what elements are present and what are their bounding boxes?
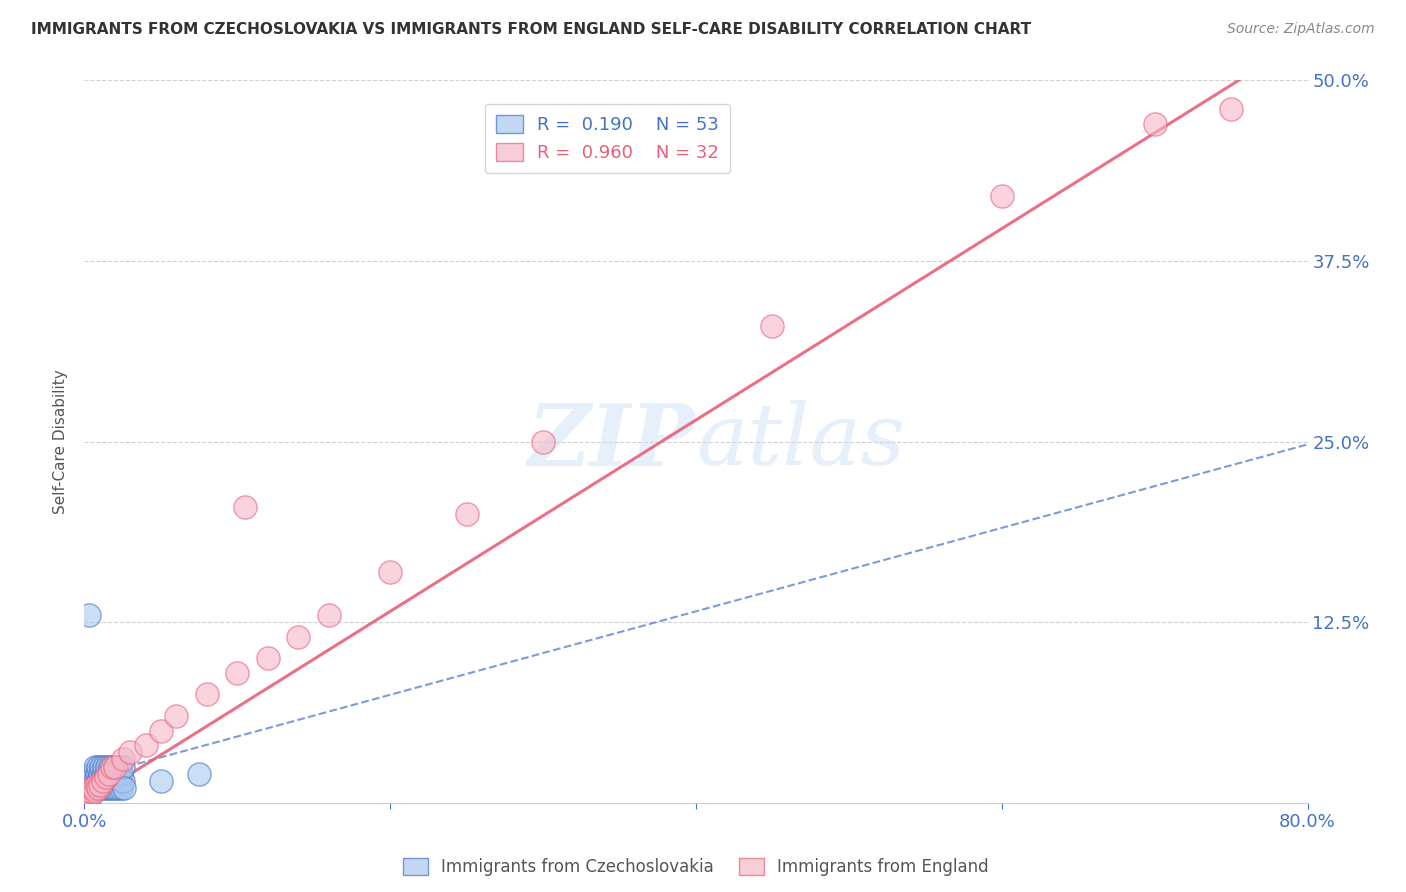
Point	[94, 781, 117, 796]
Point	[103, 760, 125, 774]
Point	[87, 760, 110, 774]
Point	[105, 774, 128, 789]
Legend: Immigrants from Czechoslovakia, Immigrants from England: Immigrants from Czechoslovakia, Immigran…	[396, 851, 995, 882]
Point	[86, 767, 108, 781]
Point	[76, 789, 98, 803]
Point	[1143, 117, 1166, 131]
Point	[111, 752, 134, 766]
Point	[761, 318, 783, 333]
Point	[991, 189, 1014, 203]
Point	[97, 767, 120, 781]
Point	[104, 781, 127, 796]
Point	[89, 779, 111, 793]
Point	[87, 781, 110, 796]
Point	[107, 781, 129, 796]
Point	[108, 774, 131, 789]
Point	[89, 781, 111, 796]
Point	[318, 607, 340, 622]
Point	[75, 789, 97, 803]
Point	[76, 781, 98, 796]
Point	[233, 500, 256, 514]
Text: IMMIGRANTS FROM CZECHOSLOVAKIA VS IMMIGRANTS FROM ENGLAND SELF-CARE DISABILITY C: IMMIGRANTS FROM CZECHOSLOVAKIA VS IMMIGR…	[31, 22, 1031, 37]
Point	[103, 774, 125, 789]
Point	[195, 687, 218, 701]
Point	[94, 767, 117, 781]
Point	[135, 738, 157, 752]
Point	[84, 760, 107, 774]
Point	[96, 760, 118, 774]
Point	[80, 781, 103, 796]
Point	[77, 607, 100, 622]
Point	[79, 774, 101, 789]
Point	[79, 784, 101, 798]
Point	[84, 774, 107, 789]
Point	[531, 434, 554, 449]
Point	[101, 760, 124, 774]
Point	[80, 767, 103, 781]
Point	[77, 774, 100, 789]
Point	[98, 774, 121, 789]
Point	[111, 774, 134, 789]
Point	[83, 781, 105, 796]
Point	[97, 767, 120, 781]
Point	[90, 760, 112, 774]
Y-axis label: Self-Care Disability: Self-Care Disability	[53, 369, 69, 514]
Point	[84, 784, 107, 798]
Point	[110, 767, 132, 781]
Point	[112, 781, 135, 796]
Point	[91, 774, 114, 789]
Point	[108, 760, 131, 774]
Point	[93, 760, 115, 774]
Point	[188, 767, 211, 781]
Point	[75, 789, 97, 803]
Point	[96, 774, 118, 789]
Point	[107, 767, 129, 781]
Point	[93, 774, 115, 789]
Point	[86, 779, 108, 793]
Point	[104, 767, 127, 781]
Point	[94, 770, 117, 784]
Point	[101, 767, 124, 781]
Point	[97, 781, 120, 796]
Point	[149, 723, 172, 738]
Point	[287, 630, 309, 644]
Text: Source: ZipAtlas.com: Source: ZipAtlas.com	[1227, 22, 1375, 37]
Point	[86, 781, 108, 796]
Point	[76, 789, 98, 803]
Point	[89, 767, 111, 781]
Text: ZIP: ZIP	[529, 400, 696, 483]
Point	[77, 781, 100, 796]
Text: atlas: atlas	[696, 401, 905, 483]
Point	[456, 507, 478, 521]
Point	[165, 709, 187, 723]
Point	[105, 760, 128, 774]
Point	[91, 781, 114, 796]
Point	[101, 781, 124, 796]
Point	[87, 774, 110, 789]
Point	[104, 760, 127, 774]
Point	[120, 745, 142, 759]
Point	[90, 774, 112, 789]
Point	[98, 760, 121, 774]
Point	[1220, 102, 1243, 116]
Point	[83, 781, 105, 796]
Point	[80, 781, 103, 796]
Point	[380, 565, 402, 579]
Point	[257, 651, 280, 665]
Point	[111, 760, 134, 774]
Point	[77, 784, 100, 798]
Point	[226, 665, 249, 680]
Point	[79, 789, 101, 803]
Point	[91, 767, 114, 781]
Point	[110, 781, 132, 796]
Point	[83, 767, 105, 781]
Point	[149, 774, 172, 789]
